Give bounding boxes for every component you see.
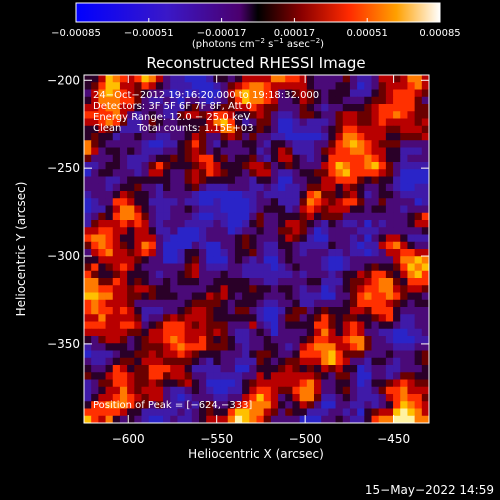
y-tick-label: −350 bbox=[47, 337, 80, 351]
x-axis-ticks: −600 −550 −500 −450 bbox=[112, 75, 410, 446]
colorbar-ticks: −0.00085 −0.00051 −0.00017 0.00017 0.00051 0.… bbox=[51, 18, 461, 39]
info-line-1: 24−Oct−2012 19:16:20.000 to 19:18:32.000 bbox=[93, 90, 319, 101]
colorbar-tick-label: 0.00017 bbox=[274, 28, 315, 39]
colorbar bbox=[75, 2, 441, 23]
colorbar-unit-label: (photons cm−2 s−1 asec−2) bbox=[192, 37, 324, 50]
y-tick-label: −300 bbox=[47, 249, 80, 263]
colorbar-tick-label: −0.00051 bbox=[124, 28, 174, 39]
info-line-3: Energy Range: 12.0 − 25.0 keV bbox=[93, 112, 250, 123]
y-tick-label: −250 bbox=[47, 161, 80, 175]
info-line-2: Detectors: 3F 5F 6F 7F 8F, Att 0 bbox=[93, 101, 252, 112]
info-text: 24−Oct−2012 19:16:20.000 to 19:18:32.000… bbox=[93, 90, 319, 134]
heatmap-image bbox=[84, 75, 429, 423]
colorbar-tick-label: −0.00085 bbox=[51, 28, 101, 39]
footer-timestamp: 15−May−2022 14:59 bbox=[365, 483, 494, 497]
x-tick-label: −500 bbox=[289, 432, 322, 446]
peak-position-label: Position of Peak = [−624,−333] bbox=[93, 400, 252, 411]
chart-title: Reconstructed RHESSI Image bbox=[146, 54, 365, 72]
x-tick-label: −550 bbox=[200, 432, 233, 446]
colorbar-tick-label: 0.00085 bbox=[419, 28, 460, 39]
colorbar-tick-label: −0.00017 bbox=[197, 28, 247, 39]
x-axis-label: Heliocentric X (arcsec) bbox=[188, 447, 324, 461]
y-tick-label: −200 bbox=[47, 73, 80, 87]
x-tick-label: −600 bbox=[112, 432, 145, 446]
colorbar-tick-label: 0.00051 bbox=[347, 28, 388, 39]
y-axis-ticks: −200 −250 −300 −350 bbox=[47, 73, 429, 351]
x-tick-label: −450 bbox=[377, 432, 410, 446]
info-line-4: Clean Total counts: 1.15E+03 bbox=[93, 123, 253, 134]
y-axis-label: Heliocentric Y (arcsec) bbox=[14, 182, 28, 317]
plot-frame bbox=[83, 74, 430, 424]
